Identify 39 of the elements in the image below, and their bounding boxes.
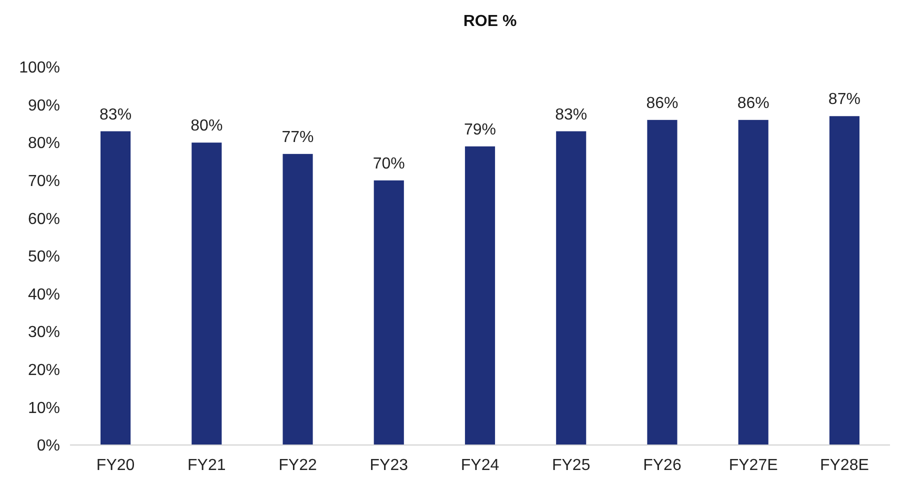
data-label: 86% [646, 94, 678, 112]
x-tick-label: FY20 [96, 457, 135, 474]
y-tick-label: 10% [28, 400, 60, 417]
data-label: 70% [372, 155, 405, 172]
y-tick-label: 80% [28, 135, 60, 152]
x-tick-label: FY27E [728, 457, 778, 474]
data-label: 80% [190, 118, 223, 135]
x-tick-label: FY24 [460, 457, 500, 474]
y-tick-label: 90% [28, 97, 60, 114]
data-label: 79% [464, 121, 496, 138]
chart-title: ROE % [463, 13, 517, 30]
x-tick-label: FY23 [370, 457, 408, 474]
x-tick-label: FY26 [643, 457, 682, 474]
bar [647, 120, 678, 445]
data-label: 87% [828, 91, 860, 108]
x-tick-label: FY28E [820, 457, 869, 474]
data-label: 86% [737, 94, 770, 112]
y-tick-label: 70% [28, 173, 60, 190]
y-tick-label: 60% [28, 210, 60, 228]
bar [829, 116, 860, 445]
y-tick-label: 50% [28, 248, 60, 266]
x-tick-label: FY22 [278, 457, 317, 474]
data-label: 83% [555, 106, 588, 124]
bar [374, 180, 404, 445]
data-label: 83% [100, 106, 132, 124]
bar [464, 146, 496, 445]
y-tick-label: 40% [28, 286, 60, 304]
bar [556, 131, 586, 445]
y-tick-label: 0% [36, 438, 60, 455]
x-tick-label: FY21 [188, 457, 226, 474]
y-tick-label: 30% [28, 324, 60, 342]
bar [192, 142, 222, 445]
bar [100, 131, 131, 445]
bar [282, 154, 313, 445]
data-label: 77% [282, 128, 314, 146]
x-tick-label: FY25 [552, 457, 590, 474]
y-tick-label: 100% [19, 60, 60, 77]
y-tick-label: 20% [28, 362, 60, 379]
bar [738, 120, 768, 445]
